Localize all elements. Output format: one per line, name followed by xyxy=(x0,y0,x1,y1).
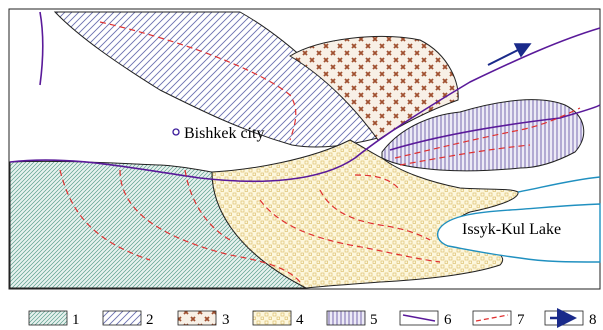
legend-swatch-4 xyxy=(252,310,292,326)
movement-arrow xyxy=(487,43,532,66)
legend-label-6: 6 xyxy=(444,312,452,328)
zone-3 xyxy=(289,36,459,141)
legend-item-2: 2 xyxy=(102,310,154,328)
legend-label-4: 4 xyxy=(296,312,304,328)
legend-label-8: 8 xyxy=(589,312,597,328)
legend-label-7: 7 xyxy=(517,312,525,328)
dashed-fault-5 xyxy=(259,199,441,263)
legend-swatch-1 xyxy=(28,310,68,326)
dashed-fault-2 xyxy=(59,169,151,261)
dashed-fault-9 xyxy=(399,144,531,166)
lake-shore-line xyxy=(517,176,601,193)
fault-main xyxy=(9,27,601,183)
bishkek-city-label: Bishkek city xyxy=(184,125,264,142)
zone-5 xyxy=(381,99,585,172)
dashed-fault-7 xyxy=(354,174,401,191)
legend-item-6: 6 xyxy=(399,310,452,328)
legend-item-4: 4 xyxy=(252,310,304,328)
issyk-kul-lake xyxy=(436,203,601,263)
dashed-faults xyxy=(59,21,581,283)
fault-north-left xyxy=(39,11,44,86)
legend-swatch-2 xyxy=(102,310,142,326)
legend-label-2: 2 xyxy=(146,312,154,328)
legend-item-8: 8 xyxy=(544,308,597,328)
legend: 1 2 3 4 5 6 7 8 xyxy=(28,308,597,328)
legend-swatch-5 xyxy=(326,310,366,326)
legend-item-5: 5 xyxy=(326,310,378,328)
dashed-fault-8 xyxy=(394,107,581,159)
legend-item-3: 3 xyxy=(177,310,230,328)
fault-east xyxy=(389,104,601,151)
legend-label-5: 5 xyxy=(370,312,378,328)
dashed-fault-3 xyxy=(119,169,301,283)
bishkek-city-marker xyxy=(172,128,180,136)
legend-item-1: 1 xyxy=(28,310,80,328)
legend-item-7: 7 xyxy=(472,310,525,328)
dashed-fault-4 xyxy=(184,169,231,241)
legend-swatch-3 xyxy=(177,310,217,326)
dashed-fault-6 xyxy=(319,189,431,241)
legend-label-3: 3 xyxy=(222,312,230,328)
legend-solid-line xyxy=(402,314,436,322)
issyk-kul-lake-label: Issyk-Kul Lake xyxy=(462,221,561,238)
legend-label-1: 1 xyxy=(72,312,80,328)
dashed-fault-1 xyxy=(99,21,297,141)
legend-dashed-line xyxy=(475,314,509,322)
